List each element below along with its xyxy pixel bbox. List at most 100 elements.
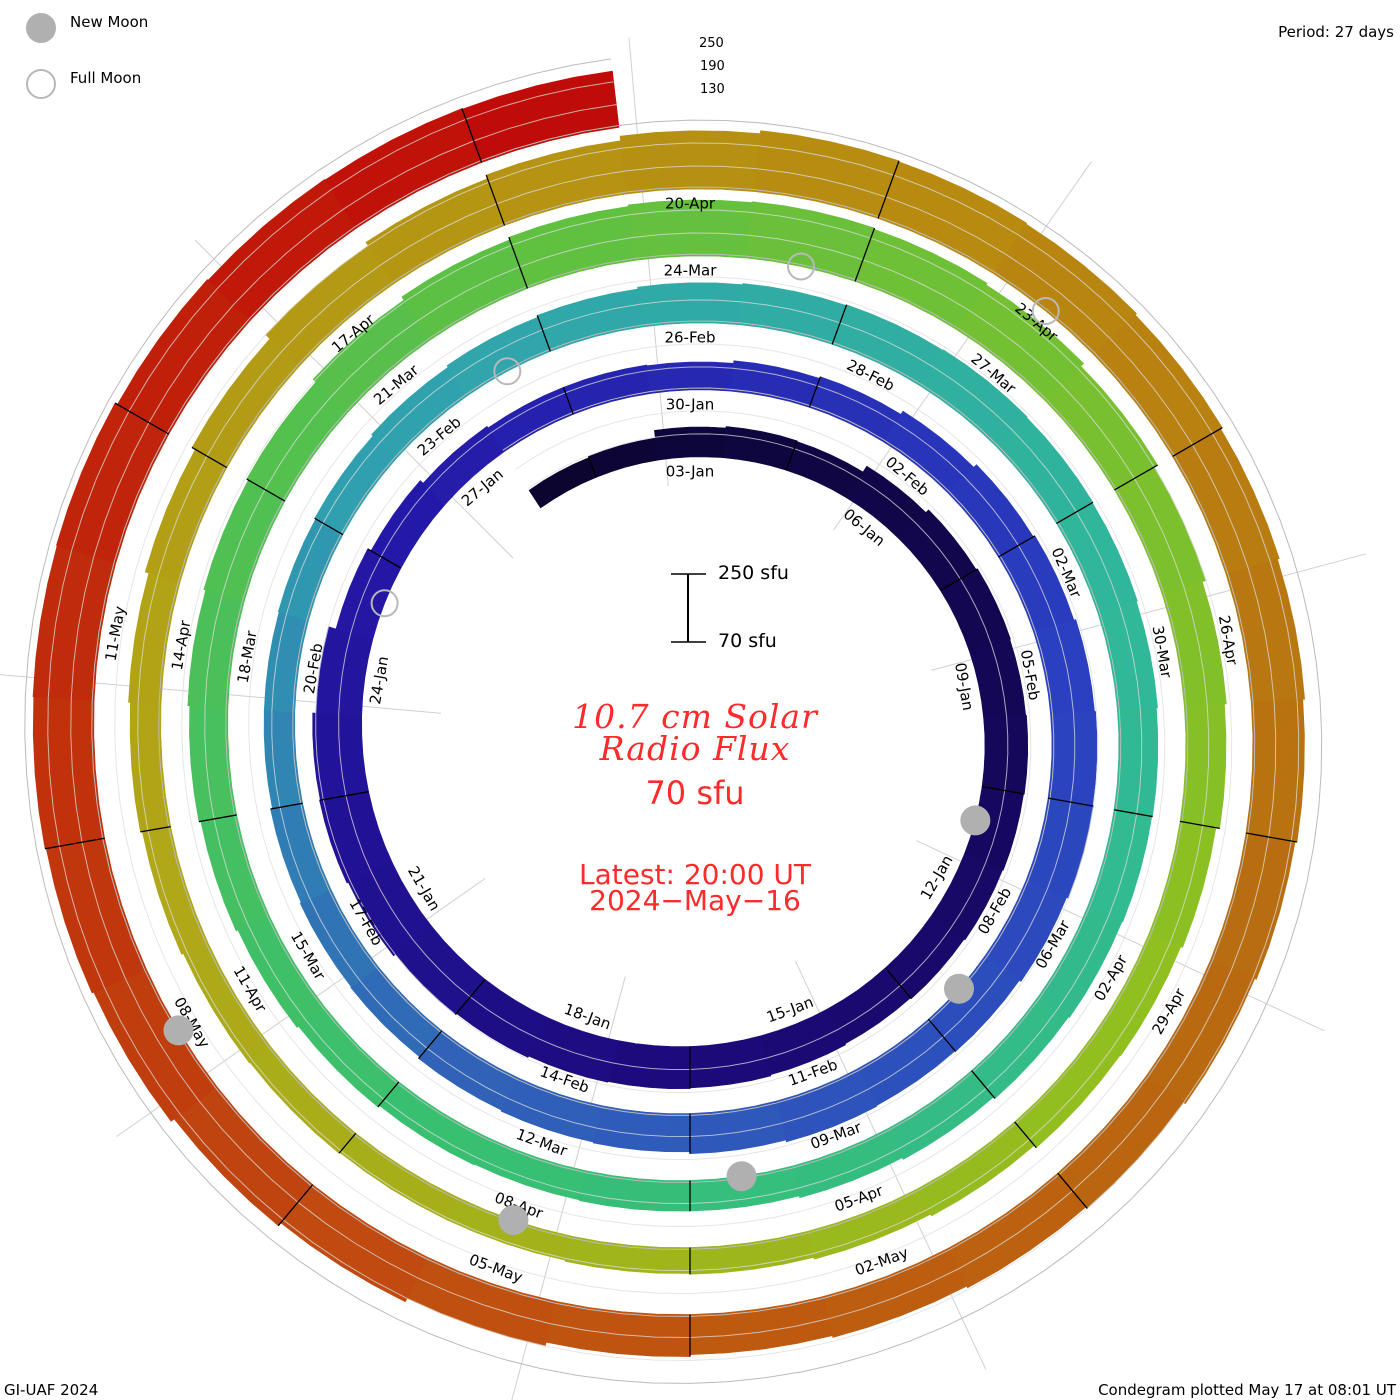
legend-full-moon-label: Full Moon	[70, 69, 142, 87]
flux-bar	[1038, 906, 1123, 1018]
bar-separator	[377, 1081, 400, 1108]
date-label: 24-Mar	[664, 262, 718, 280]
new-moon-marker	[498, 1205, 529, 1236]
bar-separator	[1172, 427, 1223, 457]
flux-bar	[1225, 558, 1306, 703]
flux-bar	[992, 223, 1138, 355]
latest-date: 2024−May−16	[589, 884, 801, 917]
flux-bar	[461, 70, 620, 163]
bar-separator	[971, 1070, 996, 1099]
flux-bar	[722, 426, 798, 471]
date-label: 03-Jan	[666, 463, 714, 481]
flux-bar	[854, 228, 988, 331]
bar-separator	[338, 1132, 357, 1154]
date-label: 20-Apr	[665, 195, 716, 213]
flux-bar	[1161, 581, 1227, 707]
flux-bar	[536, 288, 643, 352]
bar-separator	[808, 376, 822, 408]
flux-bar	[689, 1230, 815, 1275]
bar-separator	[1056, 501, 1094, 524]
scale-bar-top-label: 250 sfu	[718, 562, 789, 584]
bar-separator	[191, 446, 228, 469]
flux-bar	[446, 316, 551, 397]
bar-separator	[367, 548, 402, 569]
flux-bar	[270, 802, 332, 904]
flux-bar	[508, 206, 635, 289]
flux-bar	[263, 709, 303, 809]
bar-separator	[277, 1184, 314, 1227]
bar-separators	[44, 108, 1298, 1357]
bar-separator	[854, 227, 876, 282]
flux-bar	[1146, 959, 1256, 1105]
bar-separator	[587, 456, 597, 478]
bar-separator	[1047, 797, 1094, 807]
bar-separator	[940, 568, 978, 591]
flux-bar	[689, 1035, 772, 1089]
flux-bar	[315, 626, 373, 717]
scale-tick-label: 250	[699, 36, 724, 51]
radial-grid-line	[832, 161, 1092, 531]
bar-separator	[44, 837, 105, 850]
spiral-grid-line-190	[47, 81, 1300, 1362]
bar-separator	[1113, 809, 1153, 818]
flux-bar	[207, 178, 358, 321]
legend-new-moon-label: New Moon	[70, 13, 149, 31]
flux-bar	[350, 966, 443, 1058]
flux-bar	[579, 1170, 691, 1212]
flux-bar	[887, 1070, 995, 1160]
bar-separator	[198, 814, 237, 823]
flux-bar	[56, 402, 170, 564]
new-moon-marker	[163, 1015, 194, 1046]
full-moon-marker	[493, 357, 522, 386]
bar-separator	[114, 402, 170, 435]
flux-bar	[1087, 809, 1153, 923]
flux-bar	[129, 702, 171, 833]
current-flux-value: 70 sfu	[645, 774, 745, 812]
flux-bar	[116, 279, 251, 435]
flux-bar	[956, 284, 1085, 401]
flux-bar	[299, 889, 379, 988]
bar-separator	[270, 802, 303, 810]
bar-separator	[981, 785, 1025, 795]
flux-bar	[370, 480, 446, 569]
full-moon-marker	[370, 589, 399, 618]
flux-bar	[1172, 428, 1280, 575]
flux-bar	[1148, 821, 1217, 948]
moon-markers	[163, 252, 1060, 1236]
flux-bar	[335, 548, 402, 641]
flux-bar	[791, 1128, 903, 1199]
flux-bar	[319, 791, 393, 884]
chart-title-line1: 10.7 cm Solar	[572, 697, 818, 736]
flux-bar	[1097, 601, 1158, 711]
flux-bar	[947, 1172, 1087, 1289]
chart-title-line2: Radio Flux	[599, 729, 791, 768]
date-label: 30-Jan	[666, 396, 714, 414]
flux-bar	[422, 425, 505, 505]
flux-bar	[729, 360, 821, 408]
flux-bar	[314, 435, 398, 536]
bar-separator	[998, 535, 1036, 558]
flux-bar	[917, 1121, 1035, 1217]
legend	[26, 13, 56, 99]
flux-bar	[776, 1068, 878, 1143]
bar-separator	[831, 304, 848, 345]
new-moon-icon	[26, 13, 56, 43]
flux-bar	[654, 426, 727, 461]
flux-bar	[1033, 619, 1095, 715]
bar-separator	[877, 160, 900, 219]
flux-bar	[32, 545, 117, 701]
flux-bars	[32, 70, 1306, 1357]
footer-credit: GI-UAF 2024	[4, 1381, 99, 1399]
new-moon-marker	[943, 973, 974, 1004]
flux-bar	[263, 611, 309, 713]
bar-separator	[454, 978, 486, 1015]
flux-bar	[939, 568, 1011, 652]
new-moon-marker	[726, 1161, 757, 1192]
date-label: 24-Jan	[366, 655, 392, 706]
spiral-grid	[24, 58, 1323, 1384]
flux-bar	[1056, 502, 1138, 614]
flux-bar	[487, 386, 574, 453]
bar-separator	[508, 237, 529, 289]
bar-separator	[785, 440, 798, 471]
